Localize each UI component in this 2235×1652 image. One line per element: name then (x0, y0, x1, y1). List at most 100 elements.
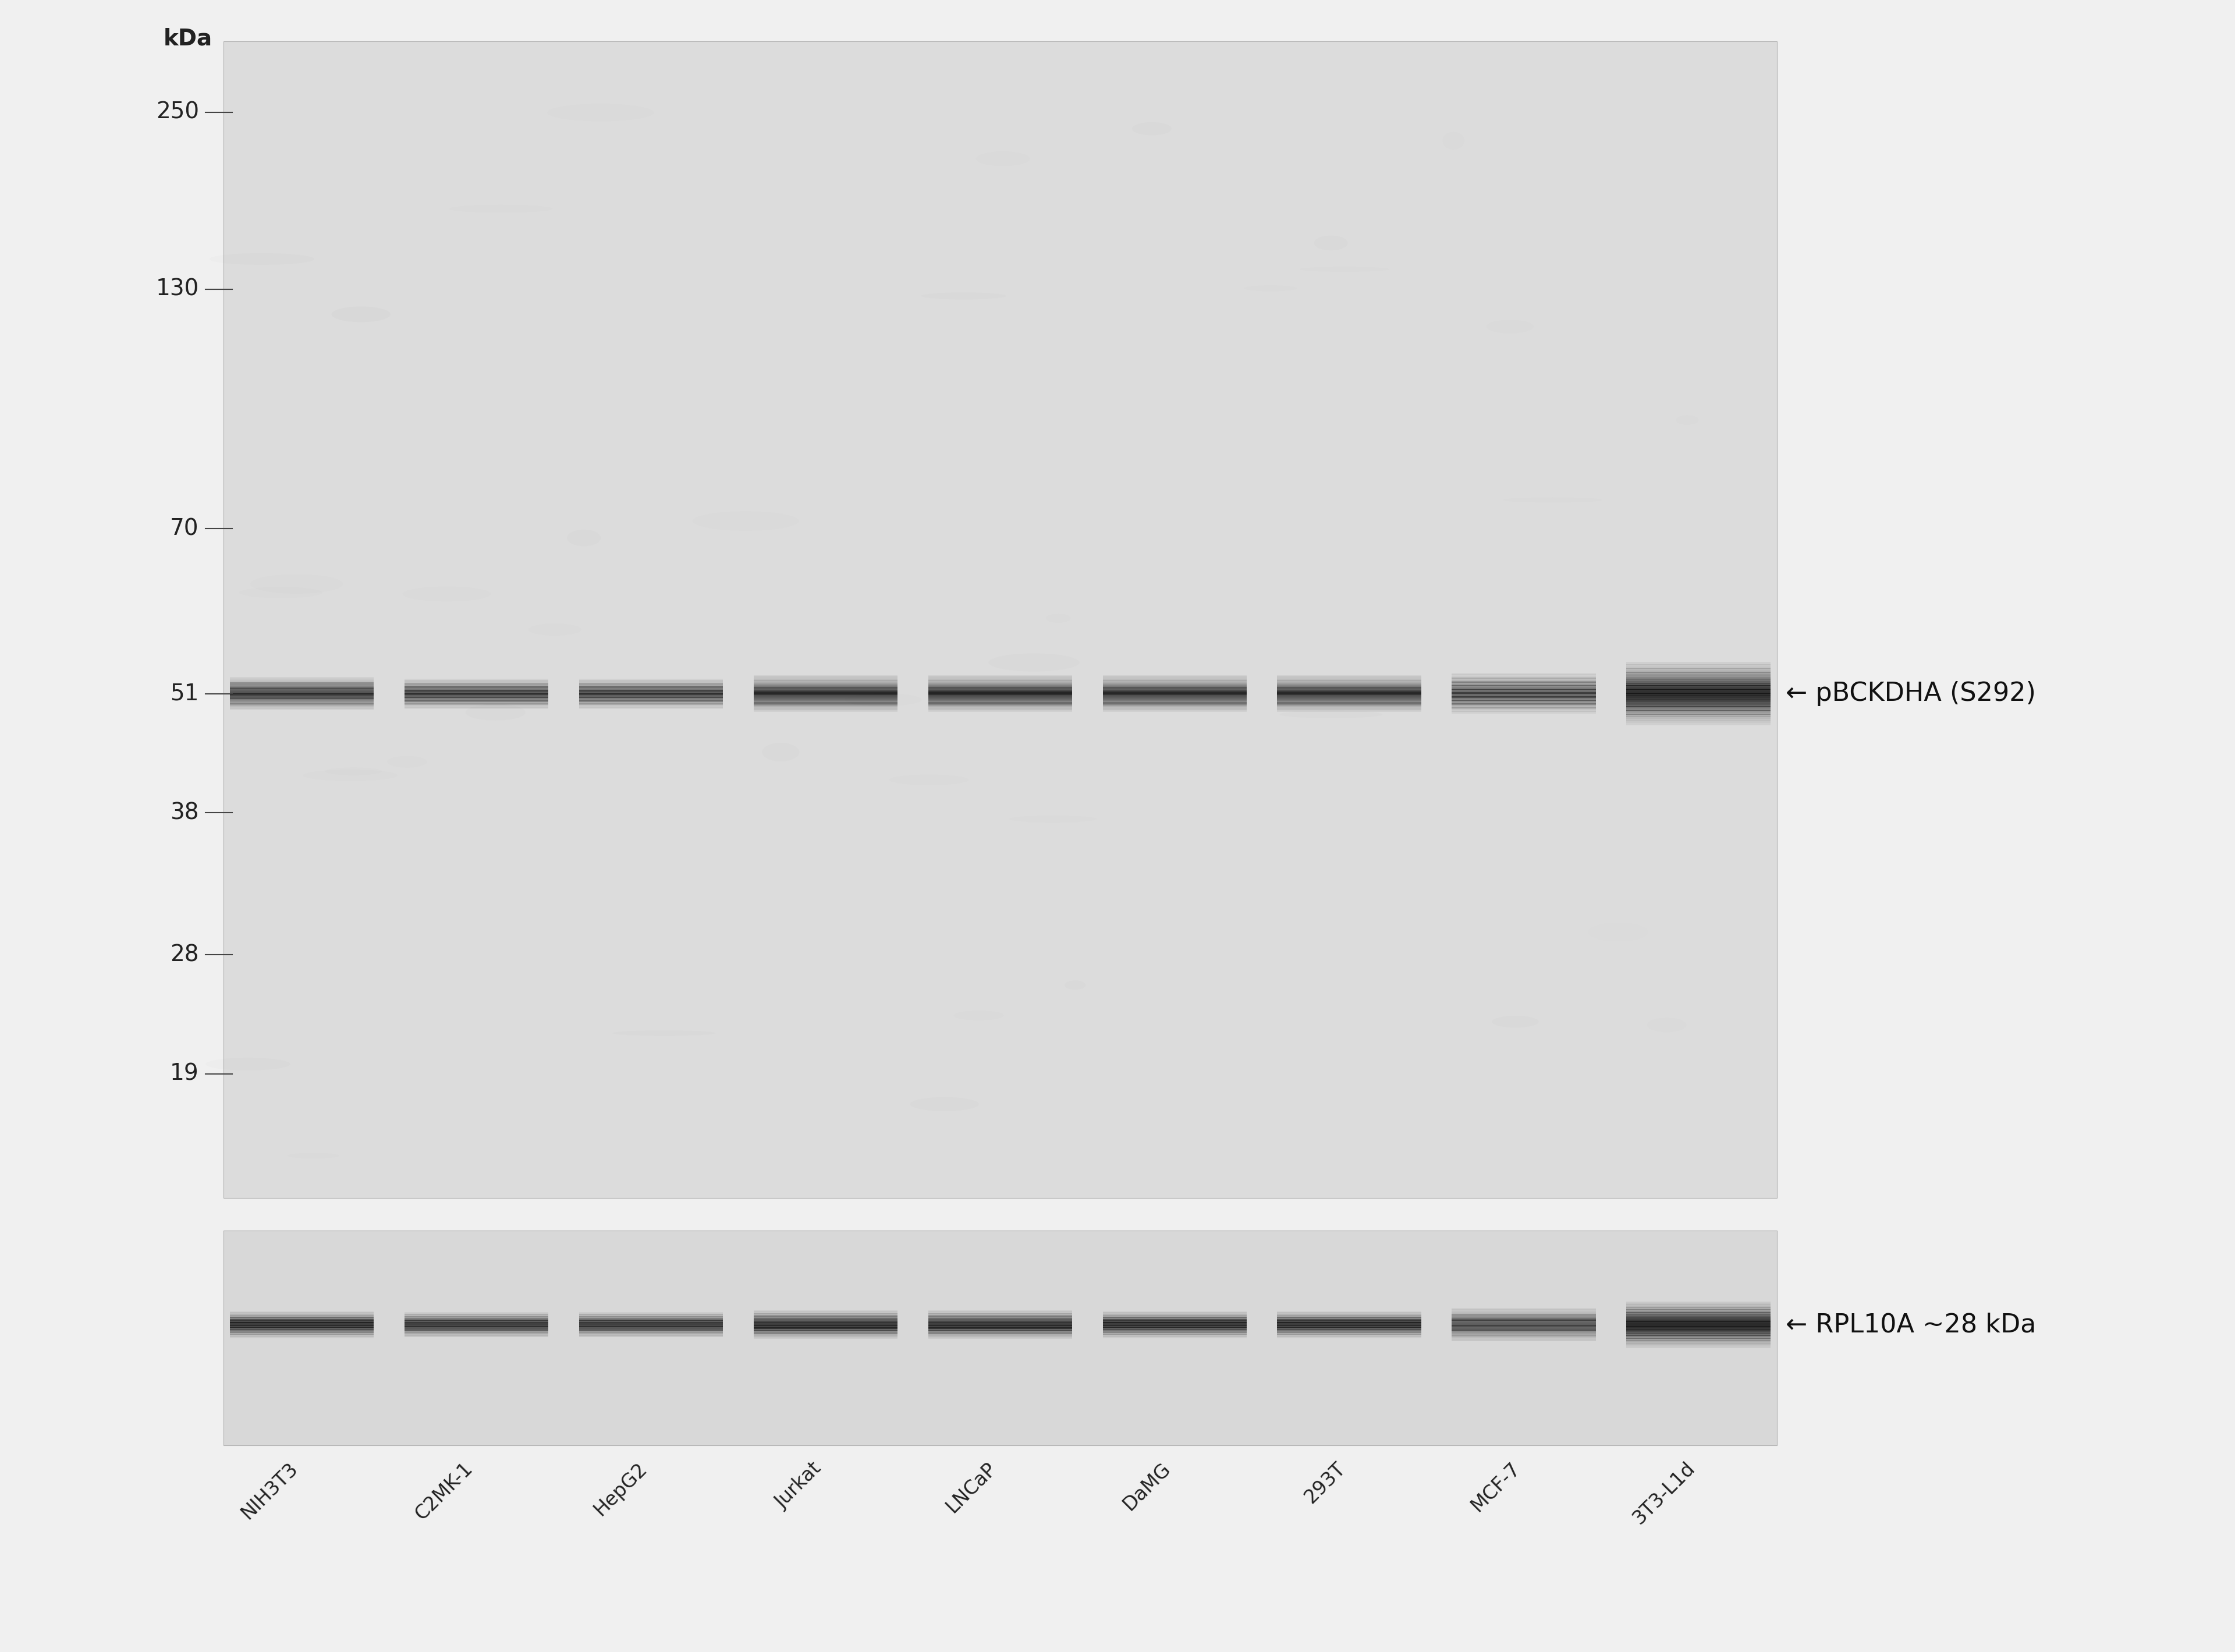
Bar (1453, 705, 1596, 707)
Bar (1627, 687, 1770, 689)
Bar (1453, 674, 1596, 676)
Bar (1453, 694, 1596, 695)
Bar (1453, 679, 1596, 681)
Bar (1627, 1318, 1770, 1320)
Bar (1627, 1310, 1770, 1313)
Bar (1627, 689, 1770, 692)
Bar (1627, 1302, 1770, 1303)
Bar (1453, 676, 1596, 677)
Bar (1627, 1333, 1770, 1336)
Bar (1627, 1313, 1770, 1315)
Bar (1627, 1305, 1770, 1307)
Bar (1627, 1343, 1770, 1345)
Bar (1627, 1307, 1770, 1308)
Bar (1627, 671, 1770, 672)
Bar (1627, 717, 1770, 719)
Bar (1627, 682, 1770, 686)
Bar (1453, 681, 1596, 682)
Bar (1453, 677, 1596, 679)
Bar (1627, 694, 1770, 695)
Bar (1627, 1322, 1770, 1323)
Bar (1627, 1308, 1770, 1312)
Bar (1627, 705, 1770, 709)
Text: LNCaP: LNCaP (943, 1459, 999, 1517)
Text: ← pBCKDHA (S292): ← pBCKDHA (S292) (1786, 681, 2036, 707)
Text: 250: 250 (156, 101, 199, 124)
Bar (1627, 686, 1770, 687)
Bar (1627, 704, 1770, 707)
Bar (1627, 695, 1770, 699)
Bar (1627, 662, 1770, 664)
Bar (1627, 681, 1770, 684)
Bar (1627, 1345, 1770, 1346)
Bar (1627, 1336, 1770, 1338)
Bar (1627, 677, 1770, 679)
Bar (224, 41, 1777, 1198)
Bar (1453, 679, 1596, 681)
Text: MCF-7: MCF-7 (1468, 1459, 1524, 1515)
Bar (1627, 1346, 1770, 1348)
Text: 51: 51 (170, 682, 199, 705)
Bar (1453, 687, 1596, 689)
Bar (1627, 1330, 1770, 1332)
Bar (1627, 1340, 1770, 1341)
Bar (1627, 710, 1770, 712)
Bar (1627, 666, 1770, 669)
Bar (1453, 712, 1596, 714)
Bar (1627, 1332, 1770, 1333)
Text: NIH3T3: NIH3T3 (237, 1459, 302, 1523)
Text: HepG2: HepG2 (590, 1459, 650, 1520)
Bar (1627, 700, 1770, 702)
Bar (1453, 695, 1596, 697)
Text: ← RPL10A ~28 kDa: ← RPL10A ~28 kDa (1786, 1312, 2036, 1338)
Text: 3T3-L1d: 3T3-L1d (1629, 1459, 1699, 1528)
Bar (1627, 679, 1770, 681)
Bar (1453, 710, 1596, 712)
Bar (1627, 1328, 1770, 1330)
Text: Jurkat: Jurkat (773, 1459, 825, 1512)
Bar (1453, 712, 1596, 714)
Bar (224, 1231, 1777, 1446)
Bar (1453, 691, 1596, 692)
Text: C2MK-1: C2MK-1 (411, 1459, 476, 1523)
Bar (1627, 714, 1770, 717)
Bar (1453, 702, 1596, 704)
Bar (1453, 682, 1596, 684)
Bar (1627, 724, 1770, 725)
Bar (1627, 672, 1770, 676)
Bar (1627, 1327, 1770, 1328)
Bar (1627, 669, 1770, 671)
Bar (1627, 1315, 1770, 1317)
Bar (1627, 1332, 1770, 1335)
Bar (1453, 695, 1596, 697)
Bar (1627, 1338, 1770, 1340)
Bar (1627, 1317, 1770, 1318)
Bar (1627, 1341, 1770, 1343)
Bar (1453, 687, 1596, 689)
Bar (1627, 712, 1770, 715)
Bar (1627, 664, 1770, 667)
Bar (1627, 720, 1770, 724)
Bar (1453, 704, 1596, 705)
Bar (1627, 1323, 1770, 1325)
Bar (1627, 709, 1770, 710)
Bar (1627, 1335, 1770, 1336)
Bar (1453, 699, 1596, 700)
Text: 28: 28 (170, 943, 199, 966)
Text: 38: 38 (170, 801, 199, 824)
Bar (1453, 686, 1596, 687)
Bar (1453, 672, 1596, 674)
Bar (1627, 719, 1770, 720)
Bar (1453, 700, 1596, 702)
Text: 130: 130 (156, 278, 199, 301)
Bar (1453, 689, 1596, 691)
Bar (1627, 674, 1770, 677)
Bar (1627, 1325, 1770, 1327)
Text: DaMG: DaMG (1120, 1459, 1176, 1513)
Text: 19: 19 (170, 1062, 199, 1085)
Bar (1453, 709, 1596, 710)
Bar (1627, 1308, 1770, 1310)
Bar (1627, 1312, 1770, 1313)
Bar (1627, 697, 1770, 700)
Bar (1453, 684, 1596, 686)
